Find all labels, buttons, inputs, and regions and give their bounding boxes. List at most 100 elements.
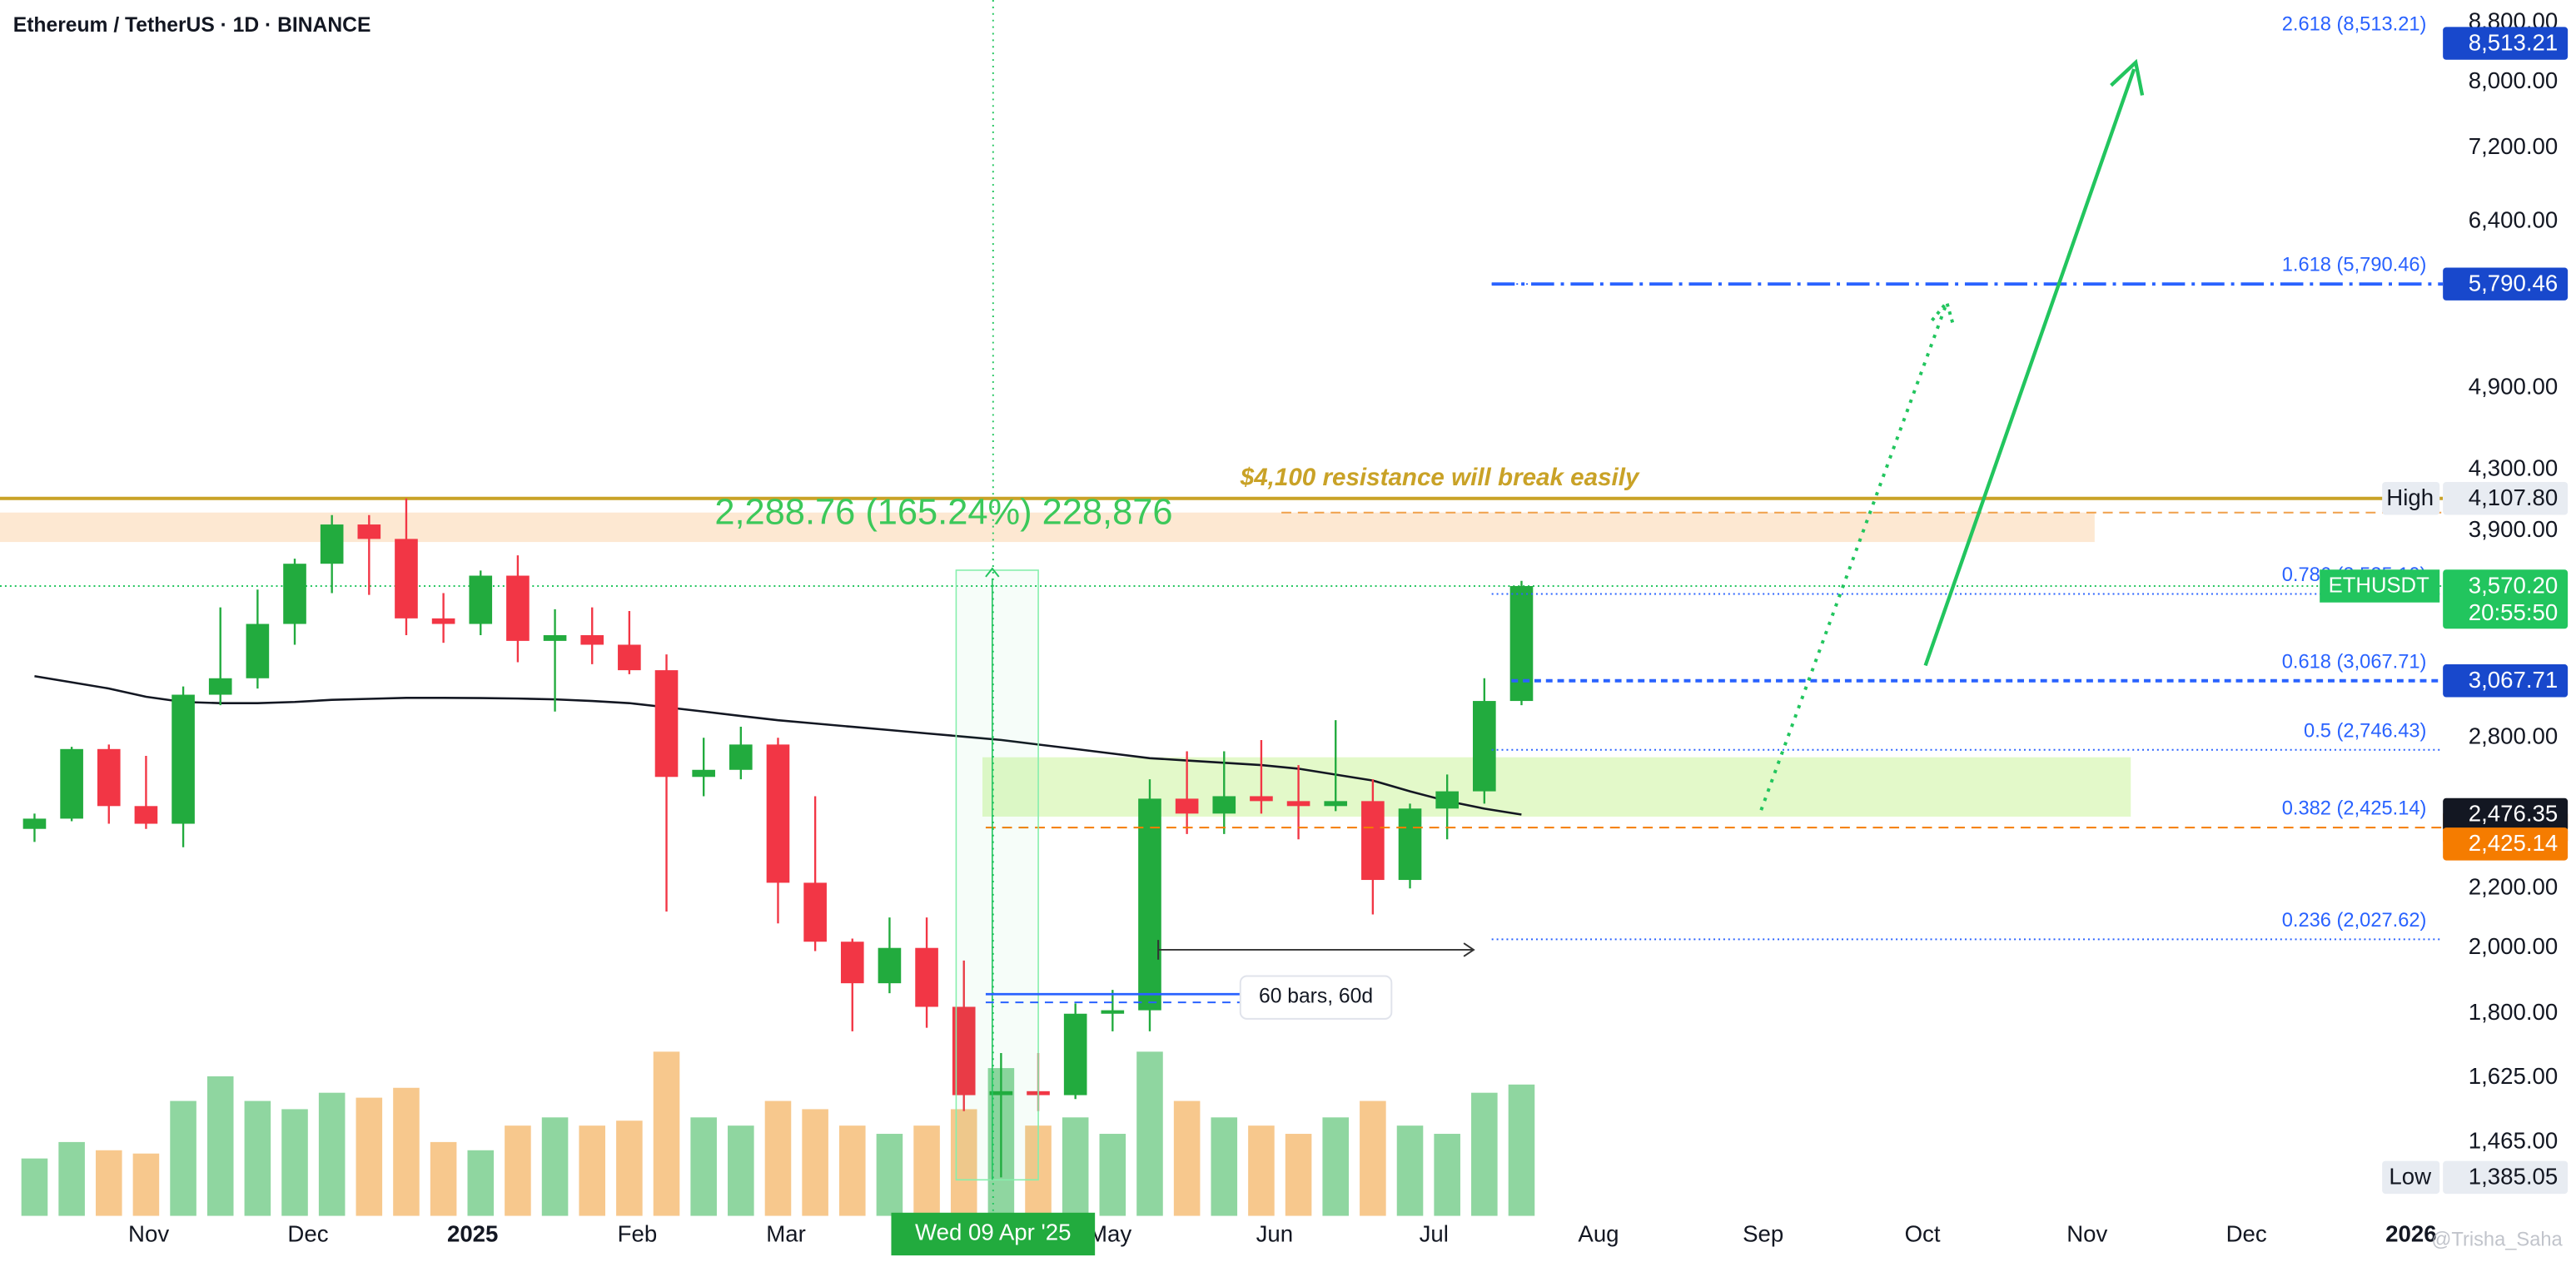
fib-front-badge-label: 2,425.14 (2469, 830, 2559, 856)
volume-bar (430, 1141, 457, 1216)
volume-bar (950, 1109, 977, 1216)
x-tick-label: Oct (1905, 1221, 1941, 1247)
crosshair-date: Wed 09 Apr '25 (915, 1220, 1071, 1245)
volume-bar (467, 1150, 495, 1216)
fib-badge (2443, 664, 2569, 698)
price-line-name: Low (2389, 1164, 2432, 1190)
last-price-name: ETHUSDT (2329, 574, 2429, 598)
volume-bar (1099, 1134, 1126, 1216)
ma-badge (2443, 797, 2569, 832)
x-tick-label: Sep (1743, 1221, 1783, 1247)
fib-label: 0.5 (2,746.43) (2304, 720, 2426, 742)
volume-bar (393, 1087, 420, 1216)
last-price-badge (2443, 569, 2569, 629)
volume-bar (876, 1134, 903, 1216)
y-tick-label: 4,300.00 (2469, 455, 2559, 481)
x-tick-label: Dec (2226, 1221, 2267, 1247)
x-tick-label: May (1088, 1221, 1131, 1247)
volume-bar (95, 1150, 122, 1216)
candle-body (1473, 701, 1496, 792)
date-range-box (1239, 975, 1393, 1020)
target-arrow-head (2110, 58, 2145, 96)
volume-bar (1396, 1125, 1424, 1216)
fib-label: 0.382 (2,425.14) (2282, 798, 2427, 820)
fib-label: 0.618 (3,067.71) (2282, 651, 2427, 673)
fib-badge-label: 5,790.46 (2469, 270, 2559, 296)
price-line-badge-label: 4,107.80 (2469, 484, 2559, 510)
candle-body (618, 644, 641, 671)
y-tick-label: 2,200.00 (2469, 874, 2559, 900)
volume-bar (1173, 1101, 1201, 1216)
chart-title: Ethereum / TetherUS · 1D · BINANCE (13, 14, 371, 37)
y-tick-label: 6,400.00 (2469, 206, 2559, 232)
fib-label: 2.618 (8,513.21) (2282, 14, 2427, 36)
volume-bar (318, 1092, 346, 1216)
price-axis (2443, 0, 2576, 1262)
ma-badge-label: 2,476.35 (2469, 801, 2559, 827)
crosshair-date-box (891, 1212, 1096, 1256)
x-tick-label: 2025 (447, 1221, 498, 1247)
axes: 1,465.00 1,625.00 1,800.00 2,000.00 2,200.00… (128, 8, 2569, 1256)
candle-body (431, 618, 455, 624)
zone (0, 512, 2095, 543)
candle-body (1138, 798, 1161, 1011)
time-axis (0, 1215, 2576, 1262)
volume-bar (1285, 1134, 1312, 1216)
candle-body (60, 748, 83, 819)
candle-body (1324, 801, 1348, 807)
fib-badge (2443, 267, 2569, 301)
last-price-tag (2320, 569, 2440, 603)
x-tick-label: Nov (2066, 1221, 2107, 1247)
candle-body (320, 524, 344, 564)
candle-body (580, 635, 604, 645)
candle-body (22, 818, 47, 829)
volume-bar (728, 1125, 754, 1216)
resistance-note: $4,100 resistance will break easily (1240, 464, 1640, 491)
volume-bar (802, 1109, 828, 1216)
fib-badge-label: 3,067.71 (2469, 667, 2559, 693)
volume-bar (1508, 1084, 1535, 1216)
y-tick-label: 3,900.00 (2469, 516, 2559, 542)
date-range-head (1463, 942, 1475, 957)
candle-body (1250, 796, 1273, 802)
watermark: @Trisha_Saha (2431, 1230, 2563, 1251)
price-line-tag (2382, 1160, 2440, 1195)
drawings: 60 bars, 60d 2,288.76 (165.24%) 228,876 … (714, 14, 2427, 1181)
volume-bar (541, 1117, 569, 1216)
x-tick-label: 2026 (2385, 1221, 2436, 1247)
candle-body (1435, 791, 1459, 809)
price-line-tag (2382, 482, 2440, 515)
candle-body (654, 670, 679, 778)
price-line-badge (2443, 1160, 2569, 1195)
fib-badge-label: 8,513.21 (2469, 29, 2559, 55)
candle-body (543, 635, 567, 641)
volume-bar (616, 1120, 643, 1216)
last-price-label: 3,570.20 (2469, 572, 2559, 598)
volume-bar (764, 1101, 792, 1216)
candle-body (766, 744, 790, 883)
candle-body (1509, 585, 1534, 702)
candle-body (915, 947, 938, 1007)
volume-bar (1136, 1051, 1163, 1216)
candle-body (1175, 798, 1199, 814)
candle-body (357, 524, 381, 539)
fib-badge (2443, 27, 2569, 60)
volume-bar (1248, 1125, 1275, 1216)
y-tick-label: 2,800.00 (2469, 723, 2559, 749)
candle-body (97, 748, 121, 807)
candle-body (840, 942, 864, 984)
y-tick-label: 1,625.00 (2469, 1063, 2559, 1089)
candle-body (1361, 801, 1385, 881)
volume-bar (690, 1117, 717, 1216)
plot-area (0, 0, 2444, 1216)
y-tick-label: 8,000.00 (2469, 67, 2559, 93)
volume-bar (1434, 1134, 1460, 1216)
candle-body (989, 1091, 1013, 1096)
candle-body (1101, 1010, 1125, 1014)
volume-bar (356, 1097, 383, 1216)
volume-bar (653, 1051, 680, 1216)
candle-body (803, 882, 827, 942)
